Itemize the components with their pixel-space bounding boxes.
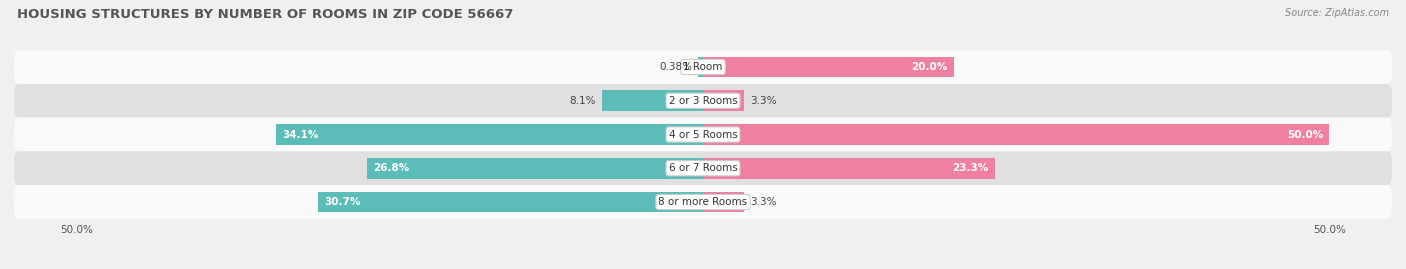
- FancyBboxPatch shape: [14, 151, 1392, 185]
- Bar: [703, 124, 1329, 145]
- Text: Source: ZipAtlas.com: Source: ZipAtlas.com: [1285, 8, 1389, 18]
- Bar: [699, 56, 703, 77]
- FancyBboxPatch shape: [14, 50, 1392, 84]
- Text: HOUSING STRUCTURES BY NUMBER OF ROOMS IN ZIP CODE 56667: HOUSING STRUCTURES BY NUMBER OF ROOMS IN…: [17, 8, 513, 21]
- Bar: [703, 158, 995, 179]
- FancyBboxPatch shape: [14, 118, 1392, 151]
- Bar: [602, 90, 703, 111]
- Text: 30.7%: 30.7%: [325, 197, 361, 207]
- Bar: [276, 124, 703, 145]
- Text: 23.3%: 23.3%: [952, 163, 988, 173]
- Bar: [703, 56, 953, 77]
- Text: 2 or 3 Rooms: 2 or 3 Rooms: [669, 96, 737, 106]
- Text: 34.1%: 34.1%: [283, 129, 319, 140]
- Text: 3.3%: 3.3%: [751, 197, 778, 207]
- FancyBboxPatch shape: [14, 185, 1392, 219]
- Text: 8 or more Rooms: 8 or more Rooms: [658, 197, 748, 207]
- Text: 6 or 7 Rooms: 6 or 7 Rooms: [669, 163, 737, 173]
- Text: 3.3%: 3.3%: [751, 96, 778, 106]
- Text: 8.1%: 8.1%: [569, 96, 595, 106]
- Bar: [318, 192, 703, 213]
- Text: 1 Room: 1 Room: [683, 62, 723, 72]
- Bar: [367, 158, 703, 179]
- Text: 20.0%: 20.0%: [911, 62, 948, 72]
- Bar: [703, 90, 744, 111]
- Text: 0.38%: 0.38%: [659, 62, 692, 72]
- FancyBboxPatch shape: [14, 84, 1392, 118]
- Text: 4 or 5 Rooms: 4 or 5 Rooms: [669, 129, 737, 140]
- Text: 50.0%: 50.0%: [1286, 129, 1323, 140]
- Bar: [703, 192, 744, 213]
- Text: 26.8%: 26.8%: [374, 163, 409, 173]
